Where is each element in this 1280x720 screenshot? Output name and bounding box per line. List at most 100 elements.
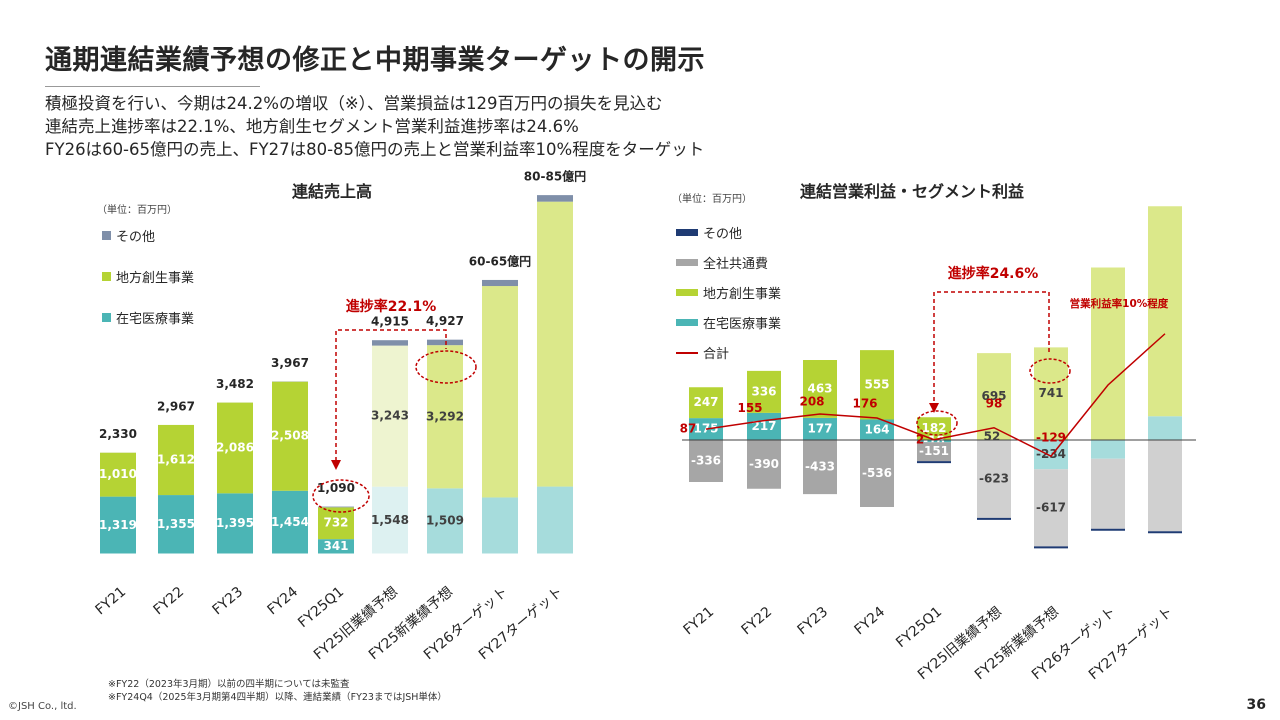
- bar-regional: [1148, 206, 1182, 417]
- legend-item-home: 在宅医療事業: [676, 313, 781, 332]
- data-label: -617: [1036, 500, 1066, 514]
- bar-regional: [1034, 347, 1068, 440]
- sales-chart-title: 連結売上高: [292, 182, 373, 201]
- summary-line: FY26は60-65億円の売上、FY27は80-85億円の売上と営業利益率10%…: [45, 140, 705, 159]
- legend-item-other: その他: [102, 226, 155, 245]
- bar-other: [917, 461, 951, 464]
- data-label: 1,395: [216, 516, 254, 530]
- bar-regional: [689, 387, 723, 419]
- total-label: 80-85億円: [524, 169, 586, 184]
- bar-home-care: [272, 490, 308, 554]
- highlight-ring: [916, 410, 958, 436]
- data-label: 1,010: [99, 467, 137, 481]
- data-label: -151: [919, 444, 949, 458]
- data-label: 1,355: [157, 517, 195, 531]
- data-label: 1,548: [371, 513, 409, 527]
- total-label: 3,482: [216, 377, 254, 391]
- legend-swatch: [676, 259, 698, 266]
- bar-regional: [977, 353, 1011, 440]
- legend-item-regional: 地方創生事業: [102, 267, 194, 286]
- total-label: 176: [852, 397, 877, 411]
- data-label: 1,319: [99, 518, 137, 532]
- data-label: -536: [862, 466, 892, 480]
- data-label: 555: [864, 377, 889, 391]
- bar-home-care: [372, 486, 408, 554]
- margin-target-label: 営業利益率10%程度: [1070, 297, 1169, 310]
- bar-other: [318, 506, 354, 508]
- bar-other: [1148, 531, 1182, 534]
- summary-bullets: 積極投資を行い、今期は24.2%の増収（※）、営業損益は129百万円の損失を見込…: [45, 92, 704, 161]
- bar-common-cost: [803, 440, 837, 495]
- profit-unit-label: （単位：百万円）: [672, 194, 752, 205]
- progress-bracket: [933, 291, 1050, 408]
- bar-regional: [860, 350, 894, 420]
- x-tick-label: FY25Q1: [893, 604, 945, 651]
- bar-common-cost: [689, 440, 723, 482]
- bar-regional: [318, 507, 354, 540]
- bar-regional: [917, 417, 951, 440]
- data-label: 3,292: [426, 409, 464, 423]
- data-label: 463: [807, 381, 832, 395]
- bar-home-care: [537, 486, 573, 554]
- bar-common-cost: [1148, 440, 1182, 532]
- data-label: 1,509: [426, 514, 464, 528]
- data-label: -623: [979, 471, 1009, 485]
- bar-regional: [537, 201, 573, 487]
- x-tick-label: FY23: [794, 604, 831, 638]
- data-label: 164: [864, 422, 889, 436]
- bar-other: [977, 517, 1011, 520]
- profit-chart-title: 連結営業利益・セグメント利益: [800, 182, 1025, 201]
- total-label: 4,915: [371, 315, 409, 329]
- legend-swatch: [676, 289, 698, 296]
- legend-item-regional: 地方創生事業: [676, 283, 781, 302]
- total-label: 155: [737, 401, 762, 415]
- data-label: 217: [751, 419, 776, 433]
- progress-rate-label: 進捗率24.6%: [948, 265, 1039, 282]
- bar-home-care-loss: [917, 440, 951, 443]
- data-label: 695: [981, 389, 1006, 403]
- x-tick-label: FY21: [680, 604, 717, 638]
- footnote: ※FY22（2023年3月期）以前の四半期については未監査: [108, 679, 350, 690]
- bar-common-cost: [1034, 469, 1068, 547]
- x-tick-label: FY25Q1: [295, 584, 347, 631]
- legend-item-total: 合計: [676, 343, 729, 362]
- bar-home-care: [747, 412, 781, 440]
- bar-regional: [158, 424, 194, 496]
- bar-other: [427, 339, 463, 346]
- data-label: 2,508: [271, 429, 309, 443]
- footnote: ※FY24Q4（2025年3月期第4四半期）以降、連結業績（FY23まではJSH…: [108, 692, 447, 703]
- legend-swatch: [102, 313, 111, 322]
- bar-regional: [427, 345, 463, 489]
- total-label: 2,330: [99, 427, 137, 441]
- bar-home-care: [318, 539, 354, 554]
- progress-rate-label: 進捗率22.1%: [346, 298, 437, 315]
- bar-other: [537, 195, 573, 202]
- summary-line: 積極投資を行い、今期は24.2%の増収（※）、営業損益は129百万円の損失を見込…: [45, 94, 663, 113]
- data-label: 341: [323, 539, 348, 553]
- legend-swatch: [102, 231, 111, 240]
- total-label: 98: [986, 396, 1003, 410]
- x-tick-label: FY22: [150, 584, 187, 618]
- bar-common-cost: [860, 440, 894, 507]
- data-label: 741: [1038, 386, 1063, 400]
- bar-other: [1034, 546, 1068, 549]
- legend-item-home: 在宅医療事業: [102, 308, 194, 327]
- progress-arrow-head: [331, 460, 341, 470]
- x-tick-label: FY22: [738, 604, 775, 638]
- bar-regional: [217, 402, 253, 494]
- bar-other: [482, 279, 518, 287]
- bar-regional: [482, 286, 518, 498]
- bar-regional: [100, 452, 136, 497]
- data-label: -234: [1036, 447, 1066, 461]
- bar-home-care: [803, 417, 837, 440]
- total-label: 208: [799, 395, 824, 409]
- legend-item-other: その他: [676, 223, 742, 242]
- data-label: 52: [984, 430, 1001, 444]
- title-underline: [45, 86, 260, 87]
- bar-other: [372, 340, 408, 346]
- bar-common-cost: [747, 440, 781, 489]
- data-label: 1,454: [271, 515, 309, 529]
- total-label: 3,967: [271, 356, 309, 370]
- data-label: -390: [749, 457, 779, 471]
